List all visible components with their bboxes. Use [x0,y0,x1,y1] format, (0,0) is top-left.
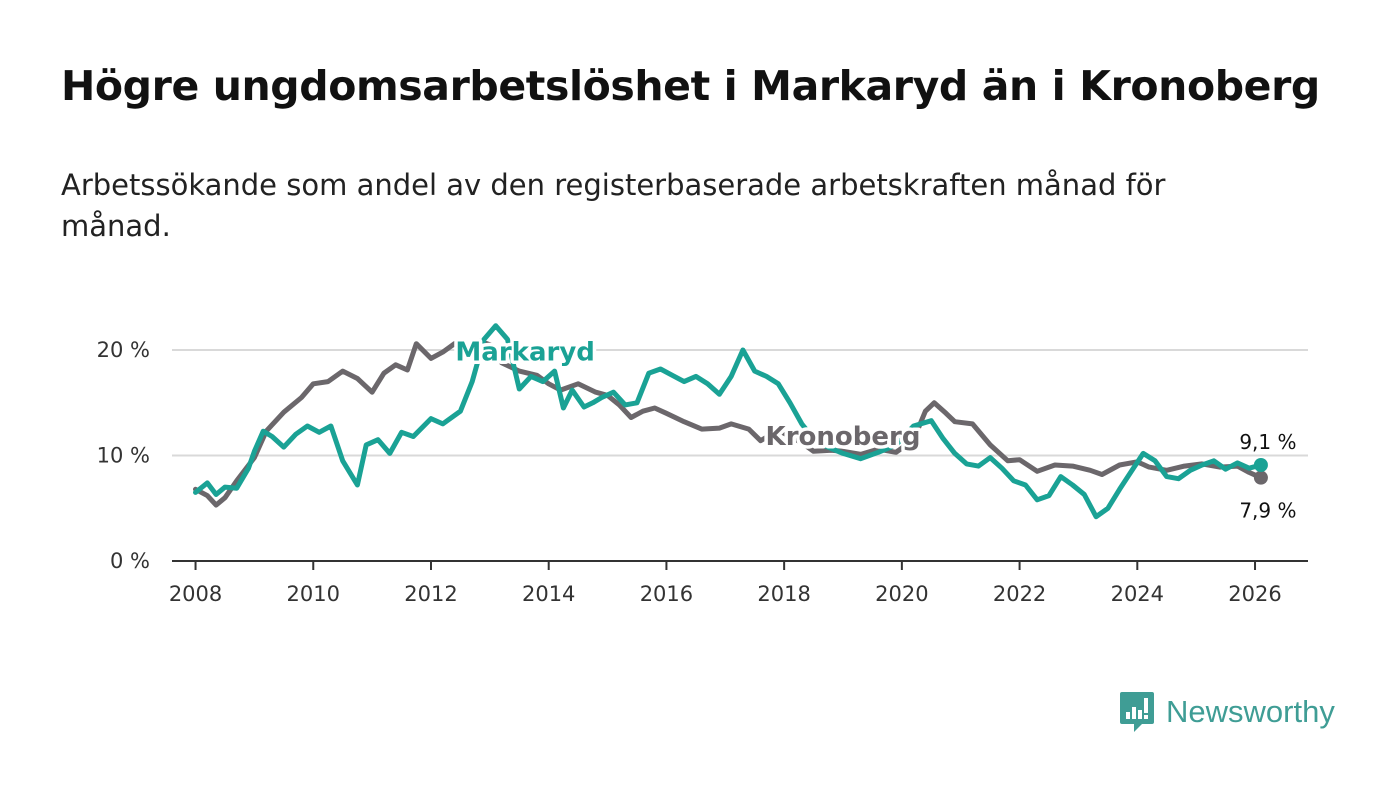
x-tick-label: 2018 [757,582,810,606]
x-tick-label: 2020 [875,582,928,606]
x-axis-ticks: 2008 2010 2012 2014 2016 2018 2020 2022 2024 2026 [169,561,1282,606]
grid-lines [172,349,1308,457]
x-tick-label: 2014 [522,582,575,606]
series-end-point-kronoberg [1253,470,1268,485]
x-tick-label: 2010 [287,582,340,606]
x-tick-label: 2008 [169,582,222,606]
x-tick-label: 2016 [640,582,693,606]
series-label-markaryd: Markaryd [455,338,594,368]
x-tick-label: 2022 [993,582,1046,606]
y-tick-label: 0 % [110,549,150,573]
chart-subtitle: Arbetssökande som andel av den registerb… [61,168,1166,243]
y-axis-ticks: 0 % 10 % 20 % [97,338,150,573]
brand-name: Newsworthy [1166,694,1335,729]
series-label-kronoberg: Kronoberg [766,422,921,452]
end-value-label-markaryd: 9,1 % [1239,430,1296,454]
series-end-point-markaryd [1253,457,1268,472]
series-labels: Kronoberg 7,9 % Markaryd 9,1 % [452,334,1299,525]
series-line-markaryd [193,323,1264,520]
series-line-kronoberg [193,338,1264,508]
brand-logo: Newsworthy [1118,690,1335,734]
x-tick-label: 2012 [404,582,457,606]
y-tick-label: 20 % [97,338,150,362]
y-tick-label: 10 % [97,444,150,468]
end-value-label-kronoberg: 7,9 % [1239,499,1296,523]
series-lines [193,323,1268,520]
x-tick-label: 2026 [1228,582,1281,606]
x-tick-label: 2024 [1111,582,1164,606]
chart-title: Högre ungdomsarbetslöshet i Markaryd än … [61,62,1320,110]
newsworthy-logo-icon [1120,692,1154,732]
